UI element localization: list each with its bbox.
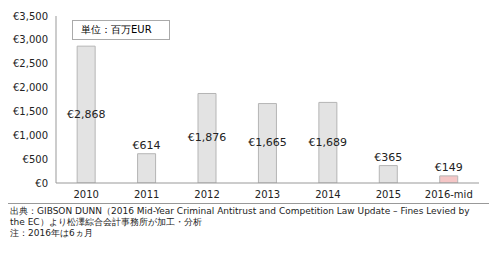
svg-text:€2,868: €2,868 [67,108,106,121]
svg-text:€149: €149 [435,161,463,174]
svg-text:€1,689: €1,689 [309,136,348,149]
svg-text:2013: 2013 [255,189,280,200]
svg-text:€0: €0 [35,178,48,189]
svg-text:€2,000: €2,000 [13,82,48,93]
svg-text:€500: €500 [23,154,48,165]
html-text:出典：GIBSON DUNN（2016 Mid-Year C: 出典：GIBSON DUNN（2016 Mid-Year Criminal An… [10,206,470,227]
html-text:注：2016年は6ヵ月: 注：2016年は6ヵ月 [10,228,93,238]
html-text:単位：百万EUR: 単位：百万EUR [81,24,152,35]
svg-text:2012: 2012 [194,189,219,200]
svg-text:€1,000: €1,000 [13,130,48,141]
svg-text:€3,000: €3,000 [13,34,48,45]
svg-text:€1,500: €1,500 [13,106,48,117]
svg-text:€1,665: €1,665 [248,136,287,149]
svg-text:€3,500: €3,500 [13,11,48,22]
svg-text:2015: 2015 [376,189,401,200]
svg-text:€365: €365 [374,151,402,164]
svg-text:2014: 2014 [315,189,340,200]
svg-text:€2,500: €2,500 [13,58,48,69]
svg-text:€614: €614 [133,139,161,152]
svg-text:2011: 2011 [134,189,159,200]
svg-text:2016-mid: 2016-mid [425,189,473,200]
svg-text:2010: 2010 [73,189,98,200]
svg-text:€1,876: €1,876 [188,131,227,144]
